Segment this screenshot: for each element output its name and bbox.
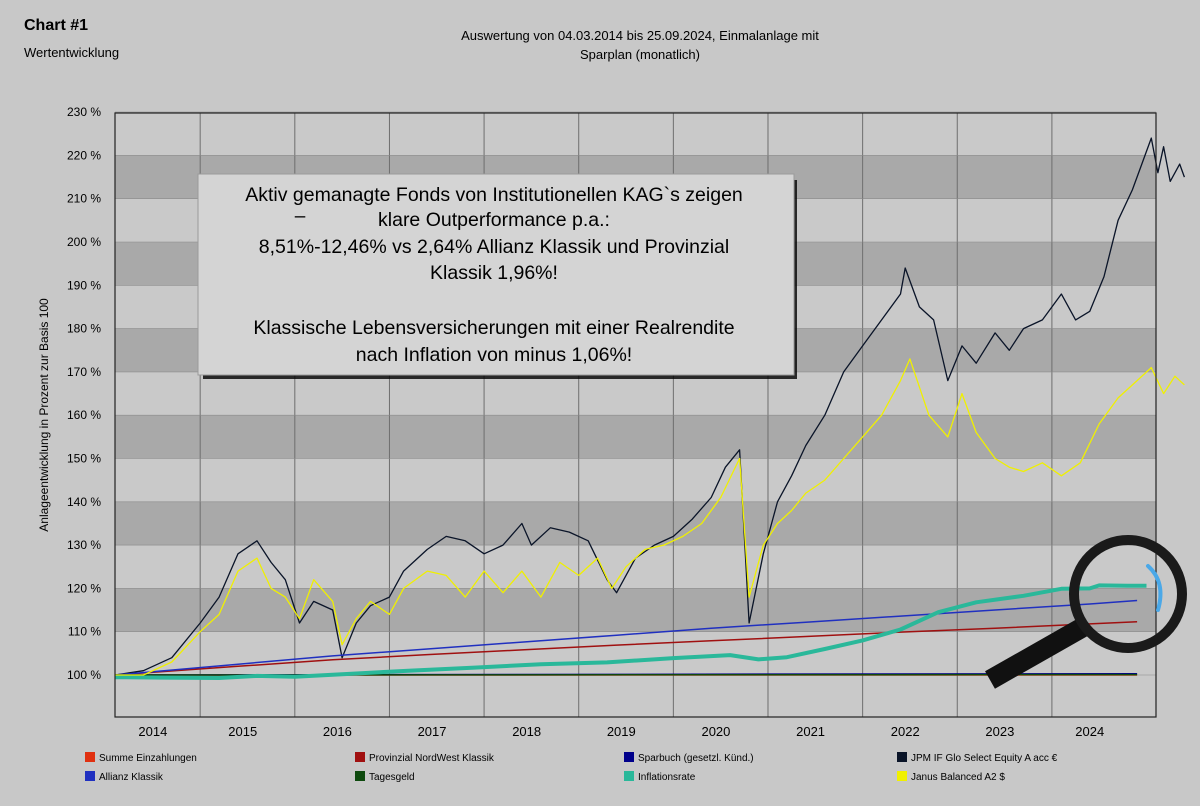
x-tick-label: 2016 (323, 724, 352, 739)
x-tick-label: 2022 (891, 724, 920, 739)
legend-label: Provinzial NordWest Klassik (369, 753, 495, 764)
y-tick-label: 190 % (67, 278, 101, 292)
annotation-line-3: 8,51%-12,46% vs 2,64% Allianz Klassik un… (259, 236, 729, 258)
y-tick-label: 140 % (67, 495, 101, 509)
x-tick-label: 2024 (1075, 724, 1104, 739)
legend-label: Summe Einzahlungen (99, 753, 197, 764)
y-tick-label: 130 % (67, 538, 101, 552)
legend-label: JPM IF Glo Select Equity A acc € (911, 753, 1058, 764)
legend-label: Tagesgeld (369, 772, 415, 783)
y-tick-label: 160 % (67, 408, 101, 422)
y-tick-label: 200 % (67, 235, 101, 249)
annotation-line-7: nach Inflation von minus 1,06%! (356, 344, 632, 366)
annotation-line-2: klare Outperformance p.a.: (378, 209, 610, 231)
legend-label: Allianz Klassik (99, 772, 164, 783)
legend-label: Inflationsrate (638, 772, 696, 783)
x-tick-label: 2020 (701, 724, 730, 739)
period-line-1: Auswertung von 04.03.2014 bis 25.09.2024… (461, 28, 819, 43)
y-tick-label: 110 % (68, 625, 101, 639)
y-tick-label: 150 % (67, 452, 101, 466)
y-tick-label: 210 % (67, 192, 101, 206)
x-tick-label: 2021 (796, 724, 825, 739)
y-tick-label: 100 % (67, 668, 101, 682)
x-tick-label: 2018 (512, 724, 541, 739)
plot-band (115, 415, 1156, 458)
legend-swatch (897, 752, 907, 762)
legend-swatch (85, 771, 95, 781)
annotation-dash: – (295, 206, 306, 227)
plot-band (115, 502, 1156, 545)
y-tick-label: 230 % (67, 105, 101, 119)
legend-swatch (355, 752, 365, 762)
legend-swatch (355, 771, 365, 781)
x-tick-label: 2023 (985, 724, 1014, 739)
x-tick-label: 2017 (418, 724, 447, 739)
legend-label: Janus Balanced A2 $ (911, 772, 1005, 783)
legend-label: Sparbuch (gesetzl. Künd.) (638, 753, 754, 764)
annotation-line-1: Aktiv gemanagte Fonds von Institutionell… (245, 184, 743, 206)
y-tick-label: 220 % (67, 148, 101, 162)
x-tick-label: 2015 (228, 724, 257, 739)
y-tick-label: 120 % (67, 581, 101, 595)
x-tick-label: 2019 (607, 724, 636, 739)
annotation-line-4: Klassik 1,96%! (430, 262, 558, 284)
legend-swatch (624, 771, 634, 781)
x-tick-label: 2014 (138, 724, 167, 739)
period-line-2: Sparplan (monatlich) (580, 47, 700, 62)
annotation-line-6: Klassische Lebensversicherungen mit eine… (253, 317, 734, 339)
y-tick-label: 180 % (67, 322, 101, 336)
legend-swatch (624, 752, 634, 762)
legend-swatch (897, 771, 907, 781)
annotation-box: Aktiv gemanagte Fonds von Institutionell… (198, 174, 797, 379)
legend-swatch (85, 752, 95, 762)
y-tick-label: 170 % (67, 365, 101, 379)
legend: Summe Einzahlungen Provinzial NordWest Kl… (85, 752, 1058, 783)
chart-number: Chart #1 (24, 17, 88, 34)
y-axis-label: Anlageentwicklung in Prozent zur Basis 1… (37, 298, 51, 532)
chart-subtitle: Wertentwicklung (24, 45, 119, 60)
